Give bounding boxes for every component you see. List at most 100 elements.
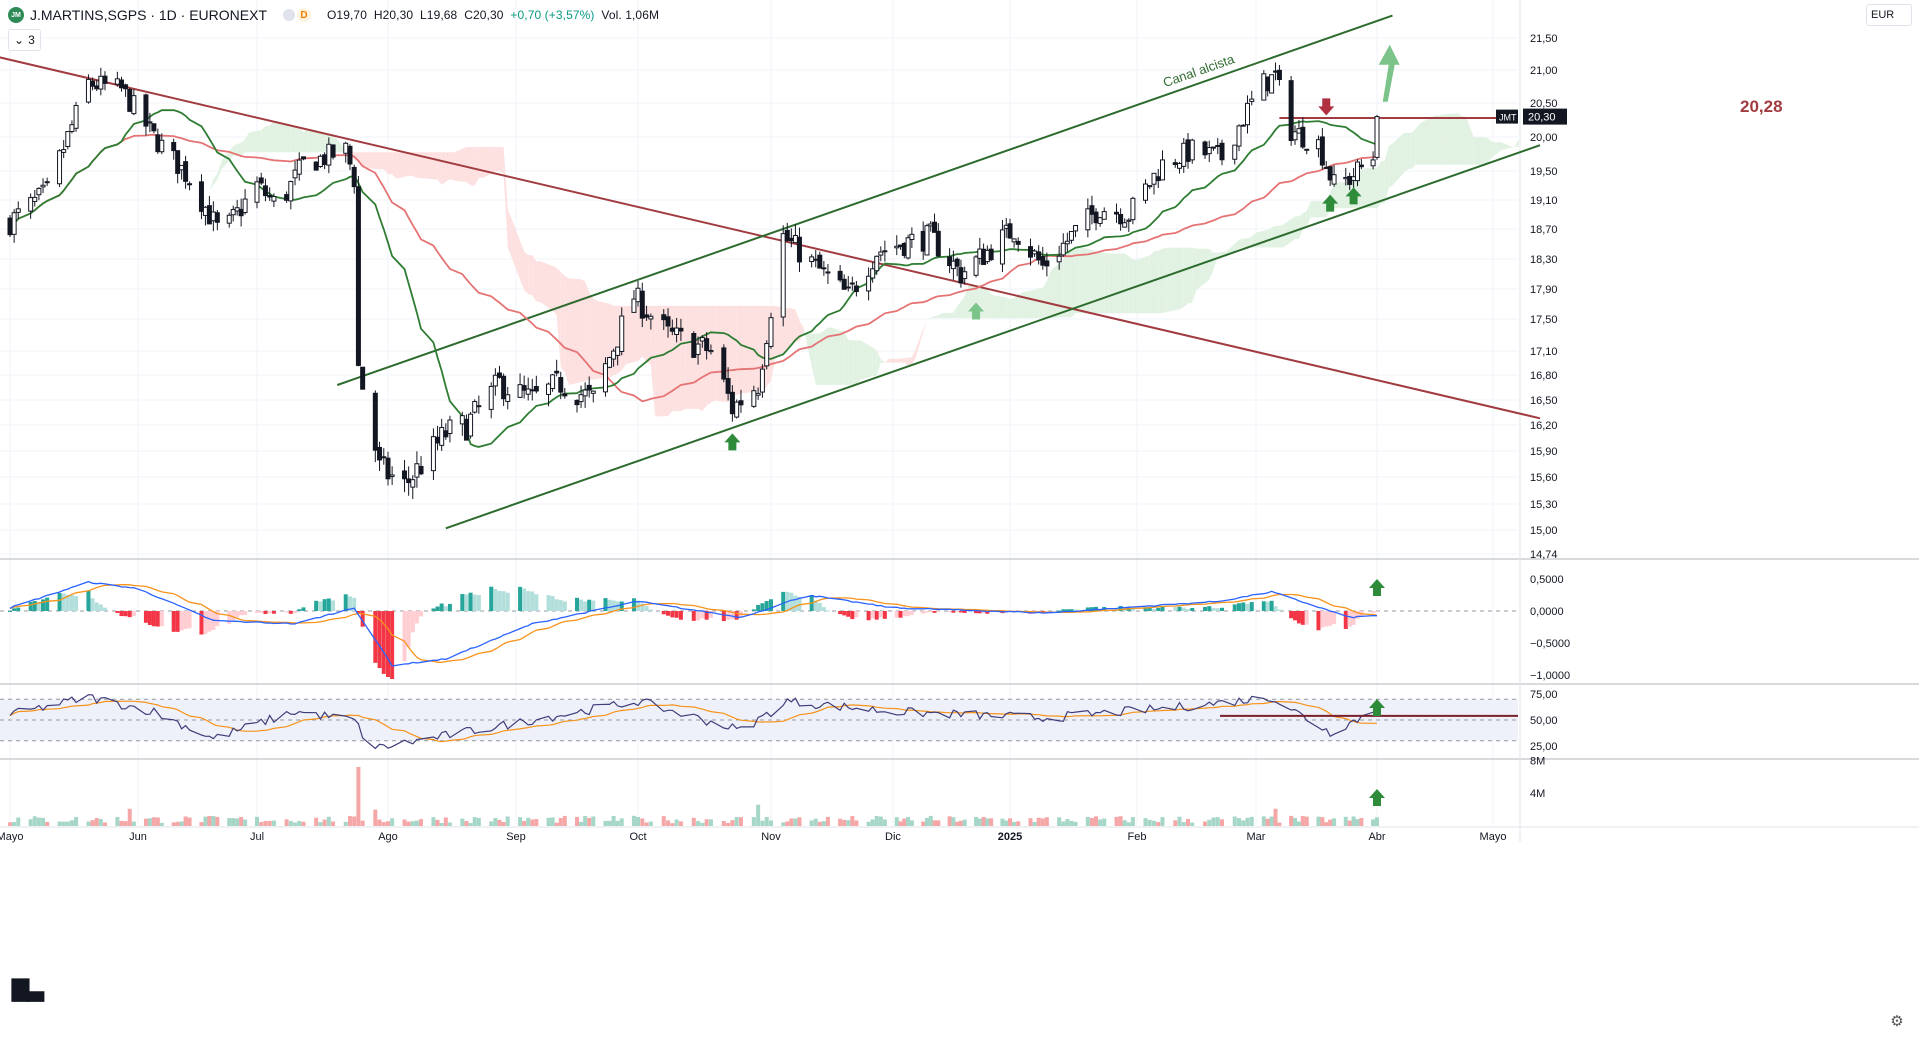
candle (473, 399, 477, 413)
volume-bar (1274, 809, 1278, 826)
candle-body-down (1041, 257, 1045, 266)
candle-body-down (826, 272, 830, 273)
cloud-segment (1010, 298, 1014, 318)
price-tick-label: 17,50 (1530, 314, 1558, 326)
candle-body-down (407, 479, 411, 483)
macd-histogram-bar (231, 611, 235, 620)
volume-bar (45, 822, 49, 826)
candle (1375, 115, 1379, 160)
macd-histogram-bar (929, 611, 933, 612)
volume-bar (895, 817, 899, 826)
candle-body-up (636, 288, 640, 301)
volume-bar (982, 817, 986, 826)
candle-body-down (91, 81, 95, 86)
currency-selector[interactable]: EUR (1866, 4, 1912, 26)
candle-body-up (1182, 143, 1186, 166)
macd-histogram-bar (184, 611, 188, 629)
volume-bar (444, 817, 448, 826)
rsi-tick-label: 75,00 (1530, 689, 1558, 701)
cloud-segment (446, 152, 450, 181)
volume-bar (632, 816, 636, 826)
indicators-collapse-button[interactable]: ⌄ 3 (8, 29, 41, 51)
cloud-segment (1014, 295, 1018, 318)
volume-bar (66, 822, 70, 826)
volume-bar (156, 817, 160, 826)
volume-bar (735, 817, 739, 826)
volume-bar (115, 817, 119, 826)
macd-histogram-bar (70, 595, 74, 611)
candle-body-up (822, 268, 826, 269)
candle-body-up (547, 384, 551, 394)
candle-body-down (842, 279, 846, 289)
volume-bar (705, 819, 709, 826)
macd-histogram-bar (301, 607, 305, 611)
cloud-segment (1180, 248, 1184, 310)
volume-bar (1012, 822, 1016, 826)
candle-body-up (1246, 103, 1250, 124)
candle-body-down (1301, 127, 1305, 147)
candle-body-up (910, 234, 914, 239)
candle (469, 412, 473, 439)
volume-bar (936, 820, 940, 826)
volume-bar (1061, 821, 1065, 826)
volume-bar (1086, 817, 1090, 826)
macd-histogram-bar (263, 611, 267, 614)
gear-icon[interactable]: ⚙ (1886, 1010, 1908, 1032)
candle-body-up (518, 385, 522, 398)
candle-body-down (386, 458, 390, 479)
volume-bar (793, 818, 797, 826)
macd-histogram-bar (1212, 608, 1216, 611)
volume-bar (1033, 822, 1037, 826)
volume-bar (1182, 822, 1186, 826)
volume-bar (955, 822, 959, 826)
candle (58, 149, 62, 187)
macd-histogram-bar (203, 611, 207, 634)
candle-body-up (62, 150, 66, 153)
candle-body-up (760, 369, 764, 392)
macd-histogram-bar (29, 602, 33, 611)
cloud-segment (471, 147, 475, 186)
cloud-segment (856, 340, 860, 385)
candle-body-down (259, 178, 263, 183)
candle-body-down (726, 379, 730, 394)
volume-bar (1156, 822, 1160, 826)
volume-bar (1352, 816, 1356, 826)
candle-body-up (318, 156, 322, 166)
ohlc-values: O19,70 H20,30 L19,68 C20,30 +0,70 (+3,57… (327, 8, 659, 22)
candle-body-up (616, 347, 620, 355)
volume-bar (1233, 817, 1237, 826)
macd-histogram-bar (289, 611, 293, 614)
candle-body-down (662, 315, 666, 320)
candle-body-up (99, 76, 103, 89)
volume-bar (1037, 818, 1041, 826)
candle-body-up (1216, 145, 1220, 146)
indicator-count: 3 (28, 33, 35, 47)
candle-body-up (440, 428, 444, 446)
candle-body-up (132, 96, 136, 114)
volume-bar (591, 816, 595, 826)
macd-histogram-bar (675, 611, 679, 618)
symbol-title[interactable]: J.MARTINS,SGPS · 1D · EURONEXT (30, 7, 267, 23)
macd-histogram-bar (534, 594, 538, 611)
volume-bar (850, 816, 854, 826)
volume-bar (925, 818, 929, 826)
volume-bar (696, 821, 700, 826)
symbol-logo[interactable]: JM (8, 7, 24, 23)
tradingview-logo[interactable]: ▇▃ (12, 976, 42, 1002)
candle-body-up (1086, 209, 1090, 230)
macd-histogram-bar (1233, 604, 1237, 611)
macd-histogram-bar (156, 611, 160, 627)
macd-histogram-bar (1178, 607, 1182, 611)
macd-histogram-bar (632, 598, 636, 611)
macd-histogram-bar (272, 611, 276, 614)
candle-body-down (1028, 247, 1032, 258)
candle-body-up (344, 143, 348, 153)
candle-body-up (1061, 243, 1065, 255)
cloud-segment (848, 340, 852, 385)
macd-histogram-bar (1069, 609, 1073, 611)
candle-body-down (785, 230, 789, 240)
volume-bar (1008, 818, 1012, 826)
